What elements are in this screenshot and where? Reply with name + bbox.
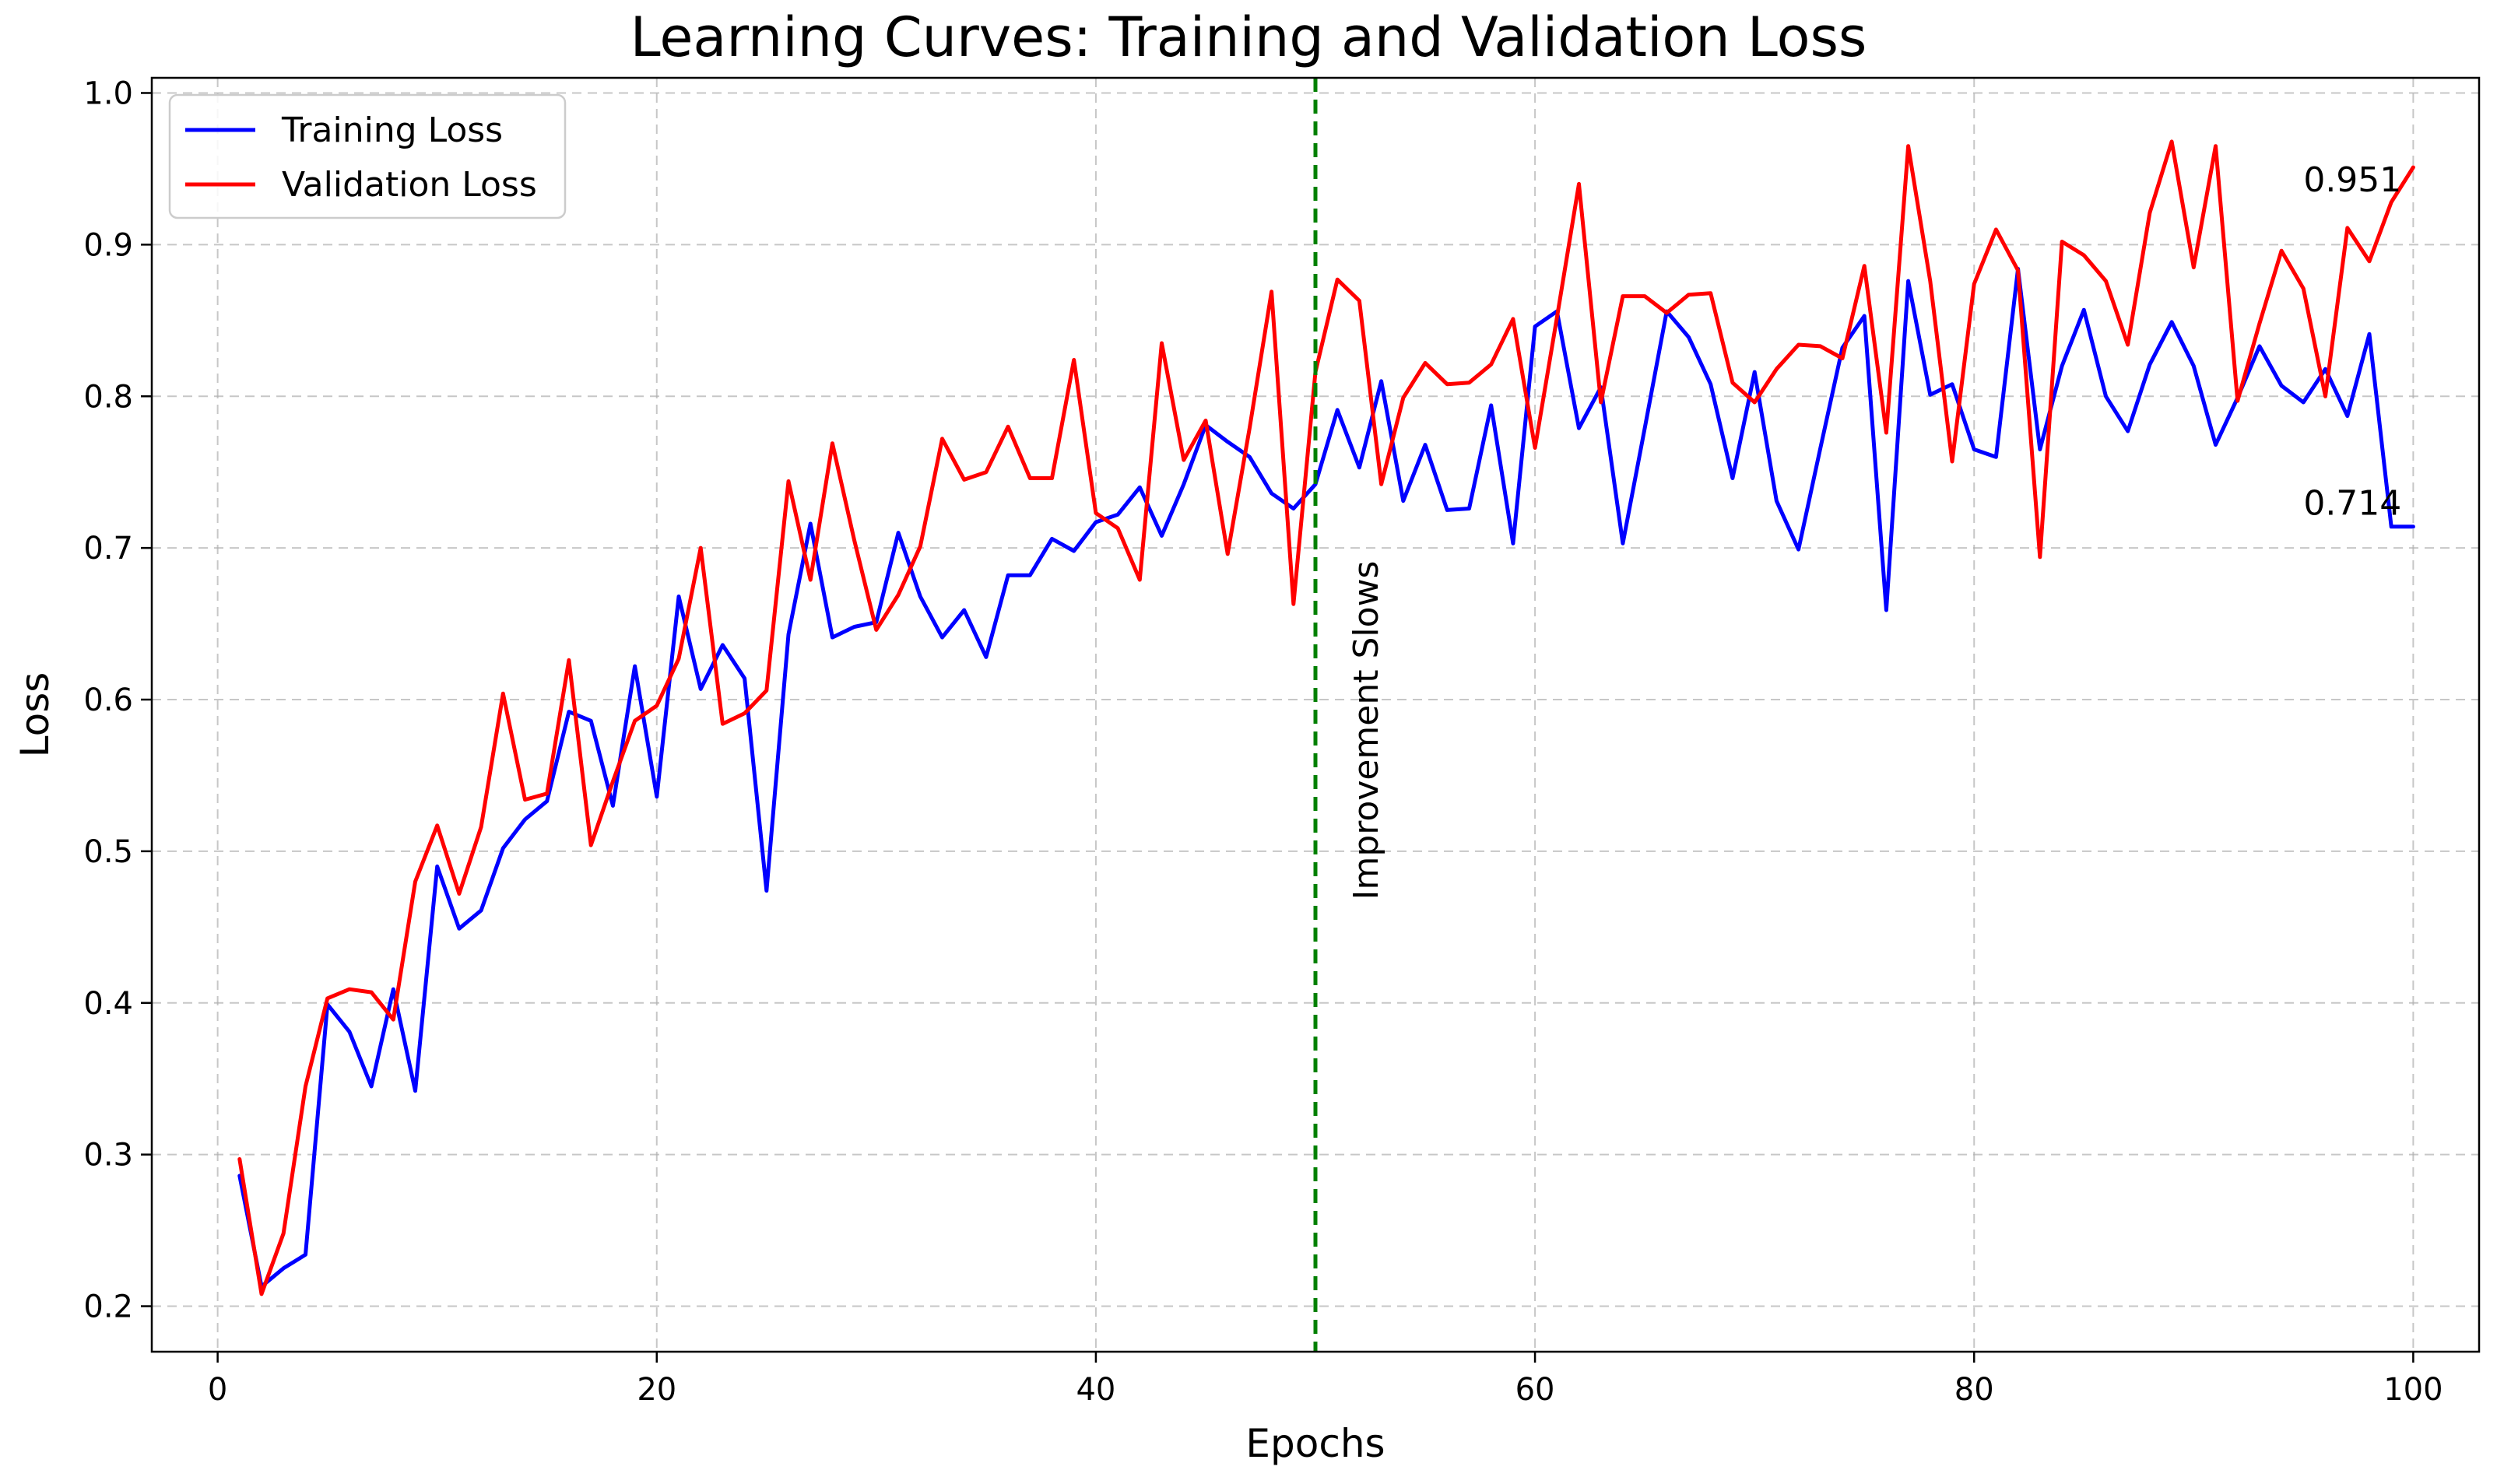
legend-label: Validation Loss [282,165,537,205]
y-tick-label: 0.2 [83,1289,133,1325]
x-tick-label: 100 [2383,1372,2443,1408]
y-tick-label: 0.5 [83,834,133,870]
y-tick-label: 1.0 [83,75,133,111]
y-tick-label: 0.8 [83,379,133,415]
x-tick-label: 40 [1076,1372,1115,1408]
axis-ticks: 0 20 40 60 80 100 0.2 0.3 0.4 0.5 0.6 0.7 0.8 0.9 1.0 [83,75,2443,1408]
final-value-annotation: 0.951 [2303,160,2401,200]
y-tick-label: 0.3 [83,1138,133,1174]
legend-box [168,93,567,219]
x-tick-label: 80 [1954,1372,1994,1408]
improvement-slows-label: Improvement Slows [1347,561,1386,900]
series-line-training-loss [237,267,2415,1289]
annotations: 0.951 0.714 [2303,160,2401,523]
y-tick-label: 0.6 [83,682,133,718]
series-line-validation-loss [237,139,2415,1296]
plot-frame [150,76,2481,1353]
x-tick-label: 60 [1515,1372,1555,1408]
grid [152,78,2479,1352]
x-axis-label: Epochs [1245,1421,1385,1466]
y-tick-label: 0.4 [83,986,133,1022]
legend-label: Training Loss [281,111,503,150]
x-tick-label: 0 [208,1372,227,1408]
y-tick-label: 0.9 [83,227,133,263]
x-tick-label: 20 [637,1372,676,1408]
vline-layer: Improvement Slows [1313,78,1386,1352]
y-axis-label: Loss [12,672,58,758]
chart-title: Learning Curves: Training and Validation… [630,5,1867,69]
final-value-annotation: 0.714 [2303,483,2401,523]
y-tick-label: 0.7 [83,531,133,567]
legend: Training Loss Validation Loss [168,93,567,219]
series-layer [237,139,2415,1296]
